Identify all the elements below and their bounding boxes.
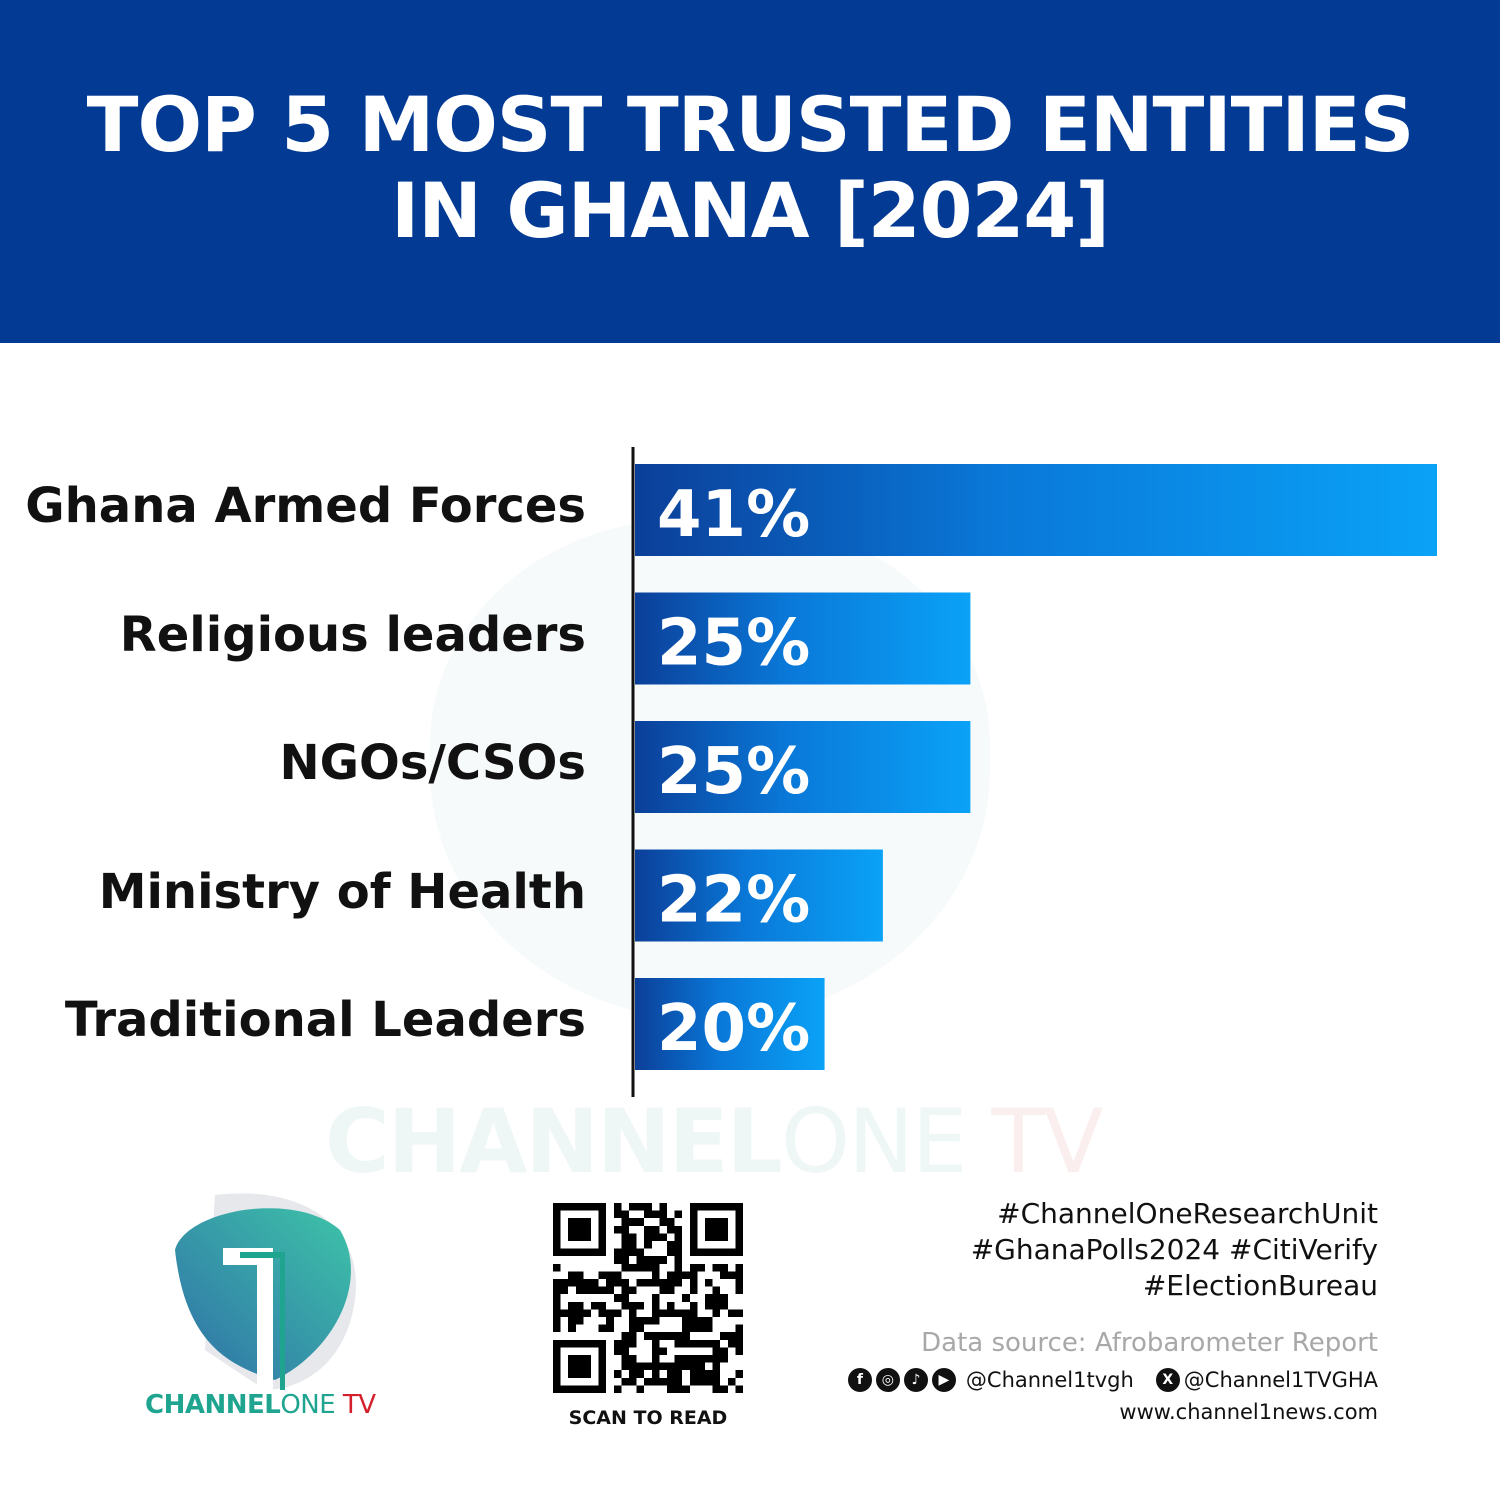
data-label: 22% xyxy=(657,864,810,938)
bar xyxy=(635,978,825,1070)
category-label: Traditional Leaders xyxy=(64,992,586,1048)
hashtags: #ChannelOneResearchUnit #GhanaPolls2024 … xyxy=(971,1196,1378,1304)
hashtag-line: #GhanaPolls2024 #CitiVerify xyxy=(970,1233,1378,1266)
data-source: Data source: Afrobarometer Report xyxy=(921,1328,1378,1358)
instagram-icon[interactable]: ◎ xyxy=(875,1368,900,1392)
watermark-light: ONE xyxy=(780,1090,992,1193)
watermark-tv: TV xyxy=(991,1090,1104,1193)
bar xyxy=(635,464,1437,556)
x-icon[interactable]: X xyxy=(1155,1368,1180,1392)
title-line-2: IN GHANA [2024] xyxy=(390,166,1110,255)
qr-code[interactable] xyxy=(553,1203,743,1393)
category-label: Religious leaders xyxy=(119,606,586,663)
hashtag-line: #ChannelOneResearchUnit xyxy=(997,1197,1378,1230)
channel-one-logo xyxy=(175,1193,356,1390)
data-label: 25% xyxy=(657,735,810,809)
category-label: NGOs/CSOs xyxy=(279,735,586,791)
title-line-1: TOP 5 MOST TRUSTED ENTITIES xyxy=(86,80,1415,169)
hashtag-line: #ElectionBureau xyxy=(1142,1269,1378,1302)
category-label: Ministry of Health xyxy=(98,863,586,920)
data-label: 25% xyxy=(657,607,810,681)
logo-tv: TV xyxy=(342,1390,376,1420)
watermark-text: CHANNELONE TV xyxy=(325,1090,1104,1193)
facebook-icon[interactable]: f xyxy=(847,1368,872,1392)
youtube-icon[interactable]: ▶ xyxy=(931,1368,956,1392)
bar xyxy=(635,849,883,942)
bar xyxy=(635,721,971,813)
handle-channel1tvgh[interactable]: @Channel1tvgh xyxy=(965,1368,1134,1392)
category-label: Ghana Armed Forces xyxy=(25,478,586,534)
social-row: f ◎ ♪ ▶ @Channel1tvgh X @Channel1TVGHA xyxy=(847,1368,1378,1392)
header-banner: TOP 5 MOST TRUSTED ENTITIES IN GHANA [20… xyxy=(0,0,1500,343)
data-label: 41% xyxy=(657,478,810,552)
bar xyxy=(635,592,971,685)
tiktok-icon[interactable]: ♪ xyxy=(903,1368,928,1392)
scan-caption: SCAN TO READ xyxy=(568,1407,728,1429)
handle-channel1tvgha[interactable]: @Channel1TVGHA xyxy=(1183,1368,1378,1392)
logo-bold: CHANNEL xyxy=(145,1390,281,1420)
logo-light: ONE xyxy=(280,1390,343,1420)
logo-wordmark: CHANNELONE TV xyxy=(145,1390,376,1420)
website-link[interactable]: www.channel1news.com xyxy=(1119,1400,1378,1424)
data-label: 20% xyxy=(657,992,810,1066)
watermark-bold: CHANNEL xyxy=(325,1090,783,1193)
